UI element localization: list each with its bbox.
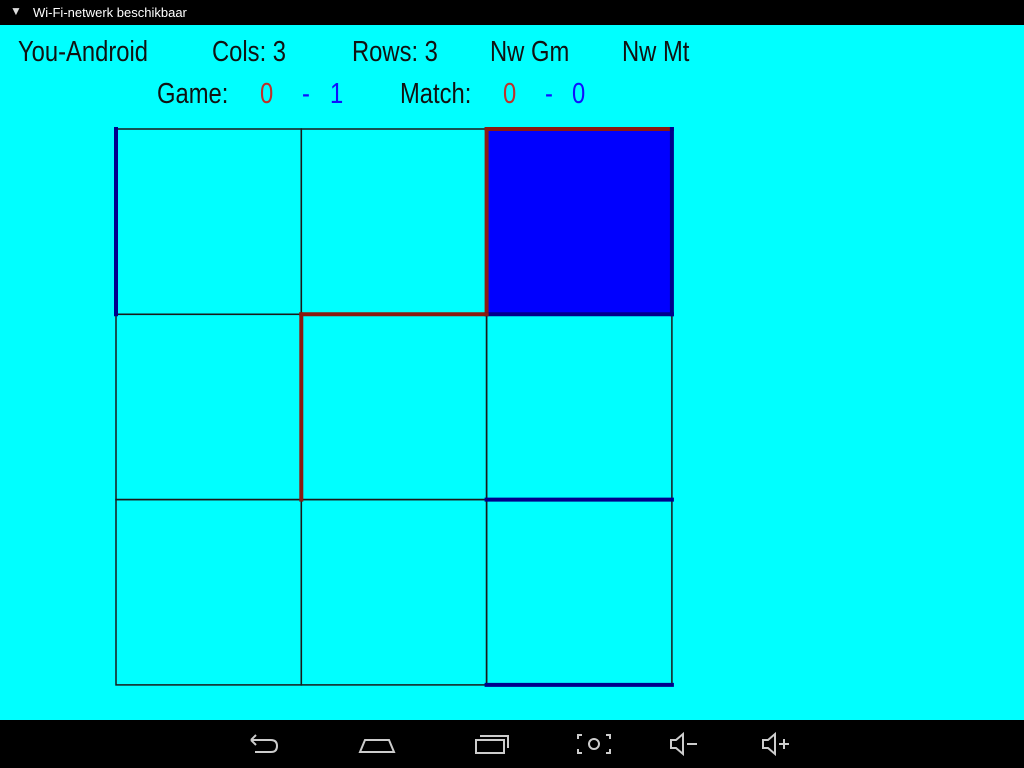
match-score-red: 0: [503, 78, 517, 110]
game-score-red: 0: [260, 78, 274, 110]
new-game-button[interactable]: Nw Gm: [490, 36, 570, 68]
cols-button[interactable]: Cols: 3: [212, 36, 287, 68]
rows-button[interactable]: Rows: 3: [352, 36, 438, 68]
wifi-notification: Wi-Fi-netwerk beschikbaar: [33, 5, 187, 20]
grid-cell: [485, 313, 673, 501]
grid-cell: [115, 313, 303, 501]
recents-icon[interactable]: [473, 730, 511, 758]
back-icon[interactable]: [245, 730, 281, 758]
grid-cell: [300, 313, 488, 501]
grid-cell: [300, 498, 488, 686]
game-board[interactable]: [0, 0, 1024, 720]
status-bar: ▼ Wi-Fi-netwerk beschikbaar: [0, 0, 1024, 25]
player-label: You-Android: [18, 36, 149, 68]
box-blue: [486, 129, 672, 315]
grid-cell: [300, 128, 488, 316]
game-label: Game:: [157, 78, 229, 110]
wifi-icon: ▼: [10, 4, 22, 18]
home-icon[interactable]: [357, 730, 397, 758]
grid-cell: [115, 128, 303, 316]
game-score-sep: -: [302, 78, 310, 110]
match-score-sep: -: [545, 78, 553, 110]
grid-cell: [115, 498, 303, 686]
screenshot-icon[interactable]: [576, 730, 612, 758]
navigation-bar: [0, 720, 1024, 768]
game-score-blue: 1: [330, 78, 344, 110]
volume-up-icon[interactable]: [760, 730, 792, 758]
grid-cell: [485, 498, 673, 686]
new-match-button[interactable]: Nw Mt: [622, 36, 690, 68]
match-score-blue: 0: [572, 78, 586, 110]
match-label: Match:: [400, 78, 472, 110]
volume-down-icon[interactable]: [668, 730, 700, 758]
